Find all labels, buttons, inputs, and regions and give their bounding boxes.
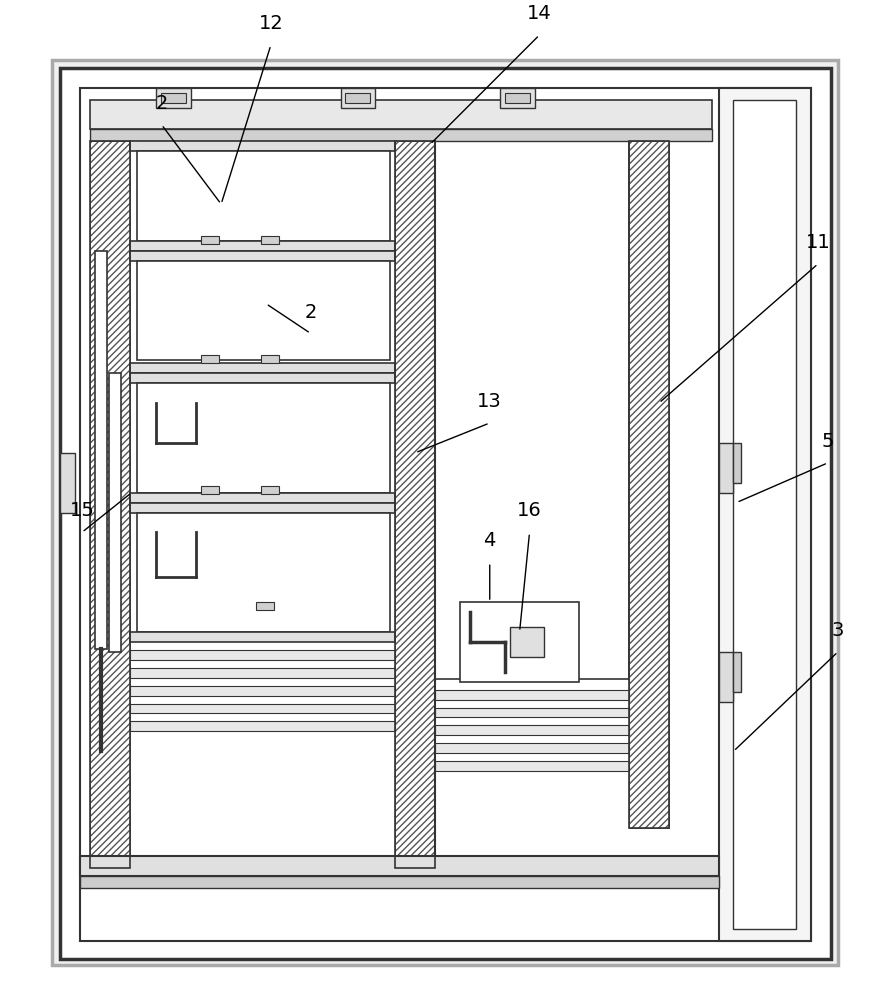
Bar <box>460 602 579 682</box>
Bar <box>734 652 742 692</box>
Bar <box>137 513 390 632</box>
Bar <box>137 261 390 360</box>
Bar <box>500 88 534 108</box>
Bar <box>108 373 121 652</box>
Bar <box>395 141 435 868</box>
Bar <box>90 141 130 868</box>
Bar <box>734 443 742 483</box>
Text: 3: 3 <box>832 621 844 640</box>
Bar <box>130 493 395 503</box>
Bar <box>201 355 219 363</box>
Bar <box>80 856 719 876</box>
Bar <box>80 88 811 941</box>
Bar <box>261 355 279 363</box>
Bar <box>130 632 395 642</box>
Bar <box>719 652 734 702</box>
Bar <box>629 141 669 828</box>
Bar <box>137 383 390 493</box>
Text: 5: 5 <box>822 432 834 451</box>
Bar <box>719 443 734 493</box>
Bar <box>161 93 186 103</box>
Bar <box>261 236 279 244</box>
Bar <box>130 503 395 513</box>
Bar <box>130 721 395 731</box>
Bar <box>130 141 395 151</box>
Text: 11: 11 <box>805 233 831 252</box>
Bar <box>261 486 279 494</box>
Bar <box>130 251 395 261</box>
Text: 14: 14 <box>527 4 552 23</box>
Bar <box>80 876 719 888</box>
Bar <box>90 100 712 129</box>
Bar <box>156 88 191 108</box>
Bar <box>346 93 370 103</box>
Text: 4: 4 <box>483 531 496 550</box>
Bar <box>340 88 376 108</box>
Bar <box>52 60 838 965</box>
Bar <box>435 141 629 679</box>
Text: 2: 2 <box>155 94 168 113</box>
Text: 16: 16 <box>517 501 542 520</box>
Bar <box>130 668 395 678</box>
Bar <box>90 141 130 868</box>
Bar <box>130 363 395 373</box>
Bar <box>90 129 712 141</box>
Bar <box>130 650 395 660</box>
Text: 2: 2 <box>304 303 317 322</box>
Bar <box>201 236 219 244</box>
Text: 15: 15 <box>70 501 94 520</box>
Bar <box>435 761 629 771</box>
Bar <box>130 373 395 383</box>
Bar <box>130 241 395 251</box>
Bar <box>719 88 811 941</box>
Bar <box>435 690 629 700</box>
Bar <box>629 141 669 828</box>
Bar <box>94 251 107 649</box>
Bar <box>505 93 529 103</box>
Text: 13: 13 <box>477 392 502 411</box>
Bar <box>60 453 75 513</box>
Bar <box>734 100 796 929</box>
Bar <box>510 627 544 657</box>
Bar <box>201 486 219 494</box>
Bar <box>60 68 831 959</box>
Bar <box>130 686 395 696</box>
Bar <box>137 151 390 241</box>
Bar <box>435 743 629 753</box>
Bar <box>130 704 395 713</box>
Text: 12: 12 <box>258 14 283 33</box>
Bar <box>435 725 629 735</box>
Bar <box>435 708 629 717</box>
Bar <box>395 141 435 868</box>
Bar <box>256 602 274 610</box>
